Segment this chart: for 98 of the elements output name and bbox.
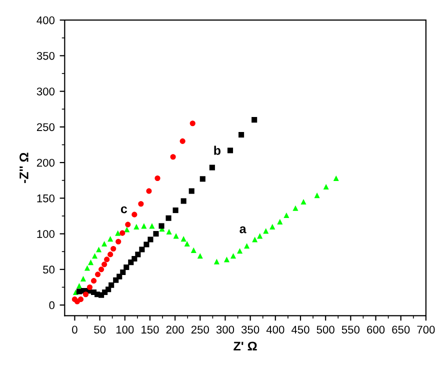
point [95, 272, 101, 278]
point [154, 175, 160, 182]
point [190, 247, 196, 253]
point [125, 222, 131, 228]
x-tick-label: 550 [342, 326, 360, 334]
x-tick-label: 50 [94, 326, 106, 334]
point [138, 201, 144, 207]
point [244, 243, 250, 249]
y-tick-label: 0 [49, 301, 55, 310]
point [148, 236, 154, 242]
point [108, 252, 114, 258]
point [135, 252, 141, 258]
point [82, 292, 89, 298]
y-tick-label: 300 [36, 88, 55, 96]
point [224, 256, 230, 262]
point [237, 248, 243, 254]
point [139, 246, 145, 252]
x-tick-label: 250 [191, 326, 209, 334]
point [132, 256, 138, 262]
point [284, 212, 290, 218]
x-tick-label: 450 [291, 326, 310, 334]
series-label: c [120, 206, 128, 214]
x-tick-label: 500 [316, 326, 334, 334]
point [214, 258, 220, 264]
x-axis-title: Z' Ω [234, 342, 257, 350]
point [102, 240, 108, 247]
x-tick-label: 100 [116, 326, 134, 334]
point [98, 266, 104, 272]
point [277, 218, 283, 224]
point [230, 253, 236, 259]
point [238, 132, 244, 138]
point [270, 224, 276, 230]
series-label: a [240, 226, 246, 234]
point [88, 260, 94, 266]
point [132, 212, 138, 218]
point [102, 262, 108, 268]
point [92, 253, 98, 259]
x-tick-label: 200 [166, 326, 184, 334]
y-axis-title: -Z'' Ω [20, 152, 28, 184]
point [120, 230, 126, 236]
y-tick-label: 100 [37, 230, 55, 238]
point [78, 296, 84, 302]
point [227, 148, 234, 154]
point [180, 138, 186, 144]
point [188, 188, 194, 194]
point [108, 236, 114, 242]
y-tick-label: 350 [36, 52, 55, 60]
point [124, 264, 130, 270]
point [84, 265, 90, 271]
point [144, 242, 150, 248]
x-tick-label: 300 [216, 326, 234, 334]
y-tick-label: 200 [36, 158, 55, 167]
point [173, 233, 179, 239]
x-tick-label: 650 [392, 326, 410, 334]
point [115, 230, 121, 236]
point [292, 205, 298, 211]
point [252, 236, 258, 242]
point [314, 192, 320, 198]
point [124, 226, 130, 232]
point [180, 236, 186, 242]
point [90, 278, 97, 284]
point [149, 223, 155, 229]
x-tick-label: 400 [266, 326, 284, 334]
point [146, 188, 152, 194]
x-tick-label: 150 [142, 326, 159, 334]
point [252, 117, 258, 123]
y-tick-label: 400 [36, 16, 55, 24]
point [120, 269, 126, 276]
point [134, 224, 140, 230]
point [104, 256, 110, 262]
point [172, 208, 178, 214]
point [153, 231, 159, 237]
x-tick-label: 350 [241, 326, 260, 334]
point [80, 276, 86, 282]
series-label: b [214, 146, 220, 155]
point [166, 215, 172, 221]
point [158, 223, 164, 229]
y-tick-label: 50 [43, 266, 55, 274]
x-tick-label: 600 [367, 326, 385, 334]
point [300, 198, 306, 205]
point [323, 184, 329, 190]
point [108, 282, 114, 288]
point [200, 176, 206, 182]
y-tick-label: 250 [36, 123, 55, 132]
point [184, 240, 190, 247]
y-tick-label: 150 [37, 194, 55, 202]
x-tick-label: 0 [72, 326, 78, 334]
point [209, 164, 215, 170]
point [333, 175, 339, 182]
point [170, 154, 176, 160]
point [190, 120, 196, 126]
point [86, 284, 93, 290]
point [166, 228, 172, 234]
point [76, 283, 82, 289]
point [180, 198, 186, 204]
point [116, 238, 122, 244]
point [110, 246, 116, 252]
x-tick-label: 700 [417, 326, 435, 334]
